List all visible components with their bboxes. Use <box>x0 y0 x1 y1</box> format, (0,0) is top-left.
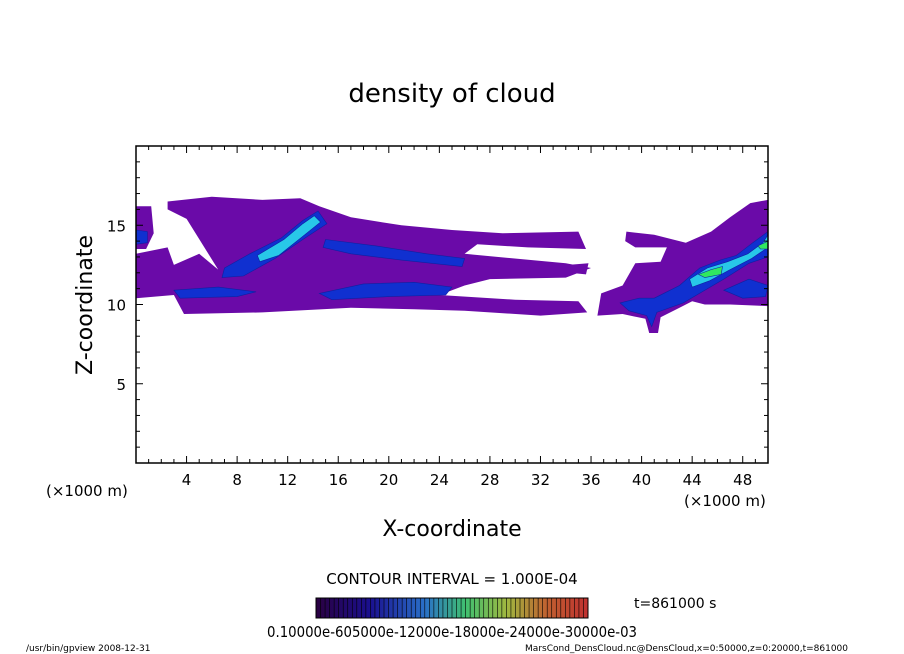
y-axis-label: Z-coordinate <box>73 235 98 375</box>
x-unit-label-left: (×1000 m) <box>46 482 128 500</box>
x-tick-label: 44 <box>683 471 702 489</box>
x-tick-label: 48 <box>733 471 752 489</box>
x-tick-label: 40 <box>632 471 651 489</box>
y-tick-label: 5 <box>116 376 126 394</box>
x-tick-label: 28 <box>480 471 499 489</box>
density-region-high <box>256 215 321 263</box>
density-region-low <box>568 263 589 275</box>
y-tick-label: 15 <box>107 217 126 235</box>
density-region-mid <box>135 229 148 245</box>
density-region-mid <box>173 286 257 299</box>
time-label: t=861000 s <box>634 596 716 612</box>
x-unit-label-right: (×1000 m) <box>684 492 766 510</box>
footer-right: MarsCond_DensCloud.nc@DensCloud,x=0:5000… <box>525 644 848 654</box>
x-tick-label: 36 <box>581 471 600 489</box>
chart-title: density of cloud <box>348 79 555 109</box>
x-tick-label: 8 <box>232 471 242 489</box>
x-axis-ticks: 4 8 12 16 20 24 28 32 36 40 44 48 <box>148 146 756 489</box>
contour-interval-label: CONTOUR INTERVAL = 1.000E-04 <box>326 570 577 588</box>
y-tick-label: 10 <box>107 297 126 315</box>
density-region-low <box>136 196 591 316</box>
colorbar-labels: 0.10000e-605000e-12000e-18000e-24000e-30… <box>267 623 637 641</box>
x-tick-label: 16 <box>329 471 348 489</box>
x-tick-label: 12 <box>278 471 297 489</box>
x-tick-label: 32 <box>531 471 550 489</box>
density-region-mid <box>723 278 769 299</box>
cloud-density-regions <box>135 196 769 333</box>
colorbar-bands <box>320 598 584 618</box>
y-axis-ticks: 5 10 15 <box>107 161 768 448</box>
footer-left: /usr/bin/gpview 2008-12-31 <box>26 644 150 654</box>
x-tick-label: 24 <box>430 471 449 489</box>
density-region-peak <box>697 266 723 278</box>
x-tick-label: 20 <box>379 471 398 489</box>
x-axis-label: X-coordinate <box>382 517 521 542</box>
x-tick-label: 4 <box>182 471 192 489</box>
density-region-mid <box>322 239 465 267</box>
density-region-mid <box>318 281 453 301</box>
